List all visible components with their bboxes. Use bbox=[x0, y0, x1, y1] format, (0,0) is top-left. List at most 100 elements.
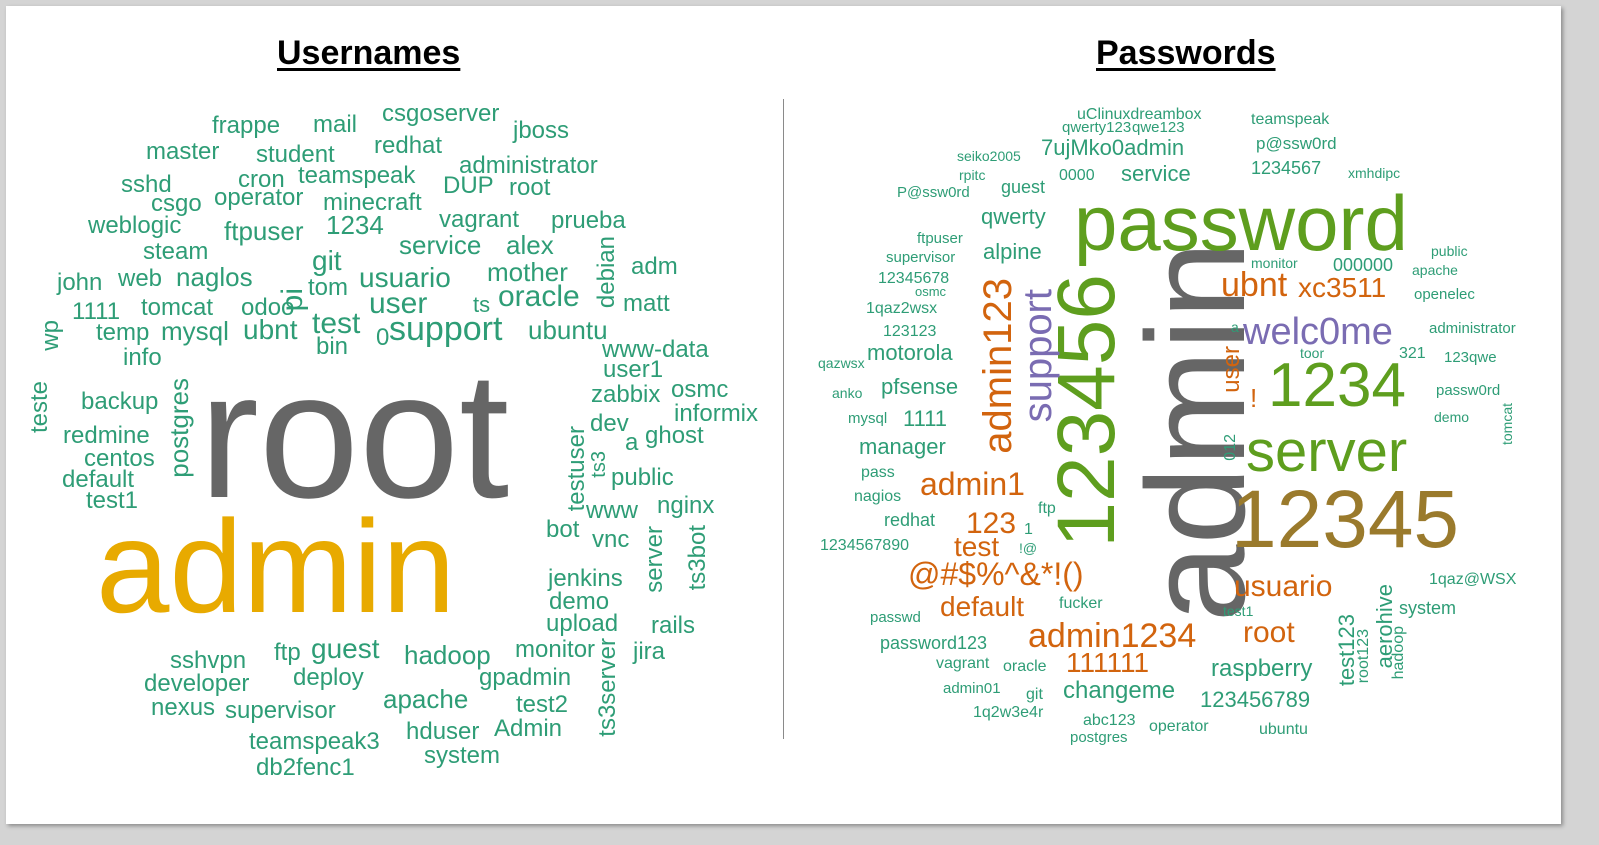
password-word-symbols-80: !@ bbox=[1019, 540, 1038, 556]
usernames-title: Usernames bbox=[277, 34, 461, 72]
password-word-oracle-86: oracle bbox=[1003, 658, 1047, 675]
username-word-oracle-6: oracle bbox=[498, 280, 580, 313]
password-word-a-77: a bbox=[1231, 319, 1239, 335]
password-word-public-63: public bbox=[1431, 243, 1468, 259]
username-word-weblogic-22: weblogic bbox=[88, 212, 182, 239]
username-word-vagrant-83: vagrant bbox=[439, 206, 520, 233]
username-word-student-92: student bbox=[256, 141, 335, 168]
username-word-cron-93: cron bbox=[238, 166, 285, 193]
username-word-bot-46: bot bbox=[546, 516, 580, 543]
password-word-ftpuser-48: ftpuser bbox=[917, 230, 963, 247]
password-word-1qaz-wsx-28: 1qaz@WSX bbox=[1429, 571, 1517, 588]
password-word-test-17: test bbox=[954, 531, 1000, 562]
username-word-vnc-47: vnc bbox=[592, 526, 630, 553]
username-word-0-27: 0 bbox=[376, 324, 390, 351]
password-word-symbols-15: @#$%^&*!() bbox=[908, 556, 1084, 592]
username-word-a-39: a bbox=[625, 429, 639, 456]
username-word-ts-81: ts bbox=[473, 292, 491, 317]
password-word-admin123-8: admin123 bbox=[976, 278, 1020, 454]
username-word-demo-51: demo bbox=[549, 588, 610, 615]
password-word-admin01-87: admin01 bbox=[943, 680, 1001, 697]
password-word-abc123-90: abc123 bbox=[1083, 712, 1136, 729]
username-word-tomcat-14: tomcat bbox=[141, 294, 214, 321]
username-word-db2fenc1-72: db2fenc1 bbox=[256, 754, 355, 781]
username-word-operator-98: operator bbox=[214, 184, 304, 211]
password-word-admin1234-12: admin1234 bbox=[1028, 617, 1197, 655]
password-word-p-ssw0rd-47: P@ssw0rd bbox=[897, 184, 970, 201]
username-word-usuario-5: usuario bbox=[359, 262, 451, 293]
username-word-zabbix-35: zabbix bbox=[591, 381, 661, 408]
password-word-123qwe-70: 123qwe bbox=[1444, 349, 1497, 366]
username-word-mysql-13: mysql bbox=[161, 316, 229, 346]
password-word-1234567-34: 1234567 bbox=[1251, 158, 1322, 178]
username-word-administrator-86: administrator bbox=[459, 152, 598, 179]
username-word-temp-16: temp bbox=[96, 319, 150, 346]
username-word-mail-89: mail bbox=[313, 111, 358, 138]
username-word-jboss-87: jboss bbox=[513, 117, 570, 144]
password-word-12345678-50: 12345678 bbox=[878, 270, 950, 287]
password-word-redhat-60: redhat bbox=[884, 510, 936, 530]
password-word-nagios-59: nagios bbox=[854, 488, 902, 505]
password-word-passwd-82: passwd bbox=[870, 609, 921, 626]
password-word-server-5: server bbox=[1246, 419, 1408, 484]
password-word-123123-53: 123123 bbox=[883, 323, 937, 340]
username-word-www-44: www bbox=[586, 497, 638, 524]
password-word-seiko2005-44: seiko2005 bbox=[957, 148, 1021, 164]
username-word-mother-9: mother bbox=[487, 257, 568, 287]
username-word-backup-73: backup bbox=[81, 388, 159, 415]
password-word-000000-65: 000000 bbox=[1333, 255, 1394, 275]
username-word-hadoop-57: hadoop bbox=[404, 640, 491, 670]
password-word-anko-75: anko bbox=[832, 385, 863, 401]
username-word-web-20: web bbox=[118, 265, 163, 292]
username-word-sshvpn-67: sshvpn bbox=[170, 647, 247, 674]
username-word-info-17: info bbox=[123, 344, 162, 371]
username-word-matt-31: matt bbox=[623, 290, 670, 317]
password-word-1111-56: 1111 bbox=[903, 406, 948, 431]
password-word-guest-35: guest bbox=[1001, 177, 1046, 197]
username-word-steam-21: steam bbox=[143, 238, 209, 265]
username-word-1111-18: 1111 bbox=[72, 298, 121, 325]
username-word-adm-30: adm bbox=[631, 253, 678, 280]
password-word-system-27: system bbox=[1399, 598, 1457, 618]
username-word-system-61: system bbox=[424, 742, 501, 769]
panel-divider bbox=[783, 99, 784, 739]
username-word-developer-68: developer bbox=[144, 670, 250, 697]
password-word-motorola-54: motorola bbox=[867, 340, 953, 365]
password-word-123456789-22: 123456789 bbox=[1200, 687, 1311, 712]
username-word-gpadmin-56: gpadmin bbox=[479, 664, 572, 691]
password-word-root-13: root bbox=[1243, 616, 1295, 649]
username-word-redmine-74: redmine bbox=[63, 422, 150, 449]
username-word-tom-25: tom bbox=[308, 274, 349, 301]
password-word-qwerty-37: qwerty bbox=[981, 204, 1046, 229]
username-word-alex-8: alex bbox=[506, 230, 554, 260]
password-word-password123-84: password123 bbox=[880, 633, 988, 653]
username-word-csgoserver-88: csgoserver bbox=[382, 100, 500, 127]
password-word-password-1: password bbox=[1074, 179, 1408, 267]
username-word-test2-58: test2 bbox=[516, 691, 569, 718]
username-word-supervisor-70: supervisor bbox=[225, 697, 336, 724]
password-word-ubuntu-92: ubuntu bbox=[1259, 721, 1308, 738]
username-word-default-76: default bbox=[62, 466, 135, 493]
password-word-raspberry-20: raspberry bbox=[1211, 655, 1313, 682]
password-word-321-69: 321 bbox=[1399, 345, 1426, 362]
username-word-ubuntu-32: ubuntu bbox=[528, 315, 608, 345]
password-word-symbols-30: ! bbox=[1250, 383, 1258, 413]
username-word-test1-77: test1 bbox=[86, 487, 139, 514]
password-word-rpitc-45: rpitc bbox=[959, 167, 986, 183]
username-word-sshd-96: sshd bbox=[121, 171, 172, 198]
passwords-word-cloud: admin password 123456 12345 1234 server welc0m… bbox=[6, 6, 1561, 824]
password-word-1-79: 1 bbox=[1024, 521, 1033, 538]
username-word-git-24: git bbox=[312, 245, 342, 276]
username-word-1234-10: 1234 bbox=[326, 210, 384, 240]
password-word-7ujmko0admin-32: 7ujMko0admin bbox=[1041, 135, 1185, 160]
password-word-1q2w3e4r-89: 1q2w3e4r bbox=[973, 704, 1044, 721]
usernames-word-cloud: root admin support user test usuario oracle ser… bbox=[6, 6, 1561, 824]
password-word-service-33: service bbox=[1121, 161, 1191, 186]
password-word-12345-3: 12345 bbox=[1231, 474, 1460, 565]
password-word-p-ssw0rd-43: p@ssw0rd bbox=[1256, 134, 1337, 153]
password-word-vagrant-85: vagrant bbox=[936, 655, 990, 672]
password-word-1234-4: 1234 bbox=[1268, 351, 1406, 420]
password-word-user-29: user bbox=[1218, 346, 1245, 393]
password-word-qwerty123-40: qwerty123 bbox=[1062, 119, 1132, 136]
password-word-default-16: default bbox=[940, 591, 1025, 622]
